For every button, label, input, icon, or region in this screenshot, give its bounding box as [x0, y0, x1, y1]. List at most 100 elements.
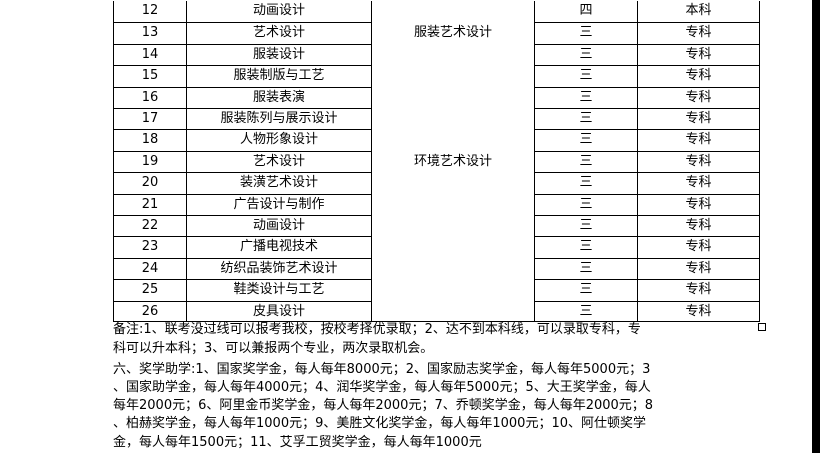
merged-cell-mask — [372, 43, 534, 46]
merged-cell-mask — [372, 171, 534, 174]
table-row: 20 装潢艺术设计 三 专科 — [114, 172, 759, 193]
merged-cell-mask — [372, 235, 534, 238]
education-level: 专科 — [685, 132, 712, 148]
major-name: 人物形象设计 — [239, 132, 318, 148]
row-number: 24 — [141, 260, 159, 276]
row-number: 15 — [141, 68, 159, 84]
major-name: 艺术设计 — [252, 25, 305, 41]
merged-cell-mask — [372, 128, 534, 131]
table-row: 21 广告设计与制作 三 专科 — [114, 193, 759, 215]
table-row: 12 动画设计 四 本科 — [114, 1, 759, 22]
row-number: 18 — [141, 132, 159, 148]
major-name: 皮具设计 — [252, 303, 305, 319]
major-name: 服装表演 — [252, 89, 305, 105]
education-level: 专科 — [685, 111, 712, 126]
majors-table: 12 动画设计四本科 13 艺术设计三专科 14 服装设计三专科 15 服装制版与工艺三专科 1… — [113, 1, 760, 322]
table-row: 17 服装陈列与展示设计 三 专科 — [114, 108, 759, 129]
merged-cell-mask — [372, 86, 534, 89]
table-row: 24 纺织品装饰艺术设计 三 专科 — [114, 257, 759, 279]
education-level: 专科 — [685, 153, 712, 169]
table-row: 16 服装表演 三 专科 — [114, 86, 759, 108]
study-years: 三 — [579, 175, 593, 191]
category-label: 环境艺术设计 — [413, 153, 492, 169]
table-row: 22 动画设计 三 专科 — [114, 215, 759, 236]
note-line: 备注:1、联考没过线可以报考我校，按校考择优录取；2、达不到本科线，可以录取专科… — [113, 322, 641, 337]
education-level: 专科 — [685, 303, 712, 319]
note-line: 科可以升本科；3、可以兼报两个专业，两次录取机会。 — [113, 341, 434, 356]
row-number: 14 — [141, 46, 159, 62]
major-name: 艺术设计 — [252, 153, 305, 169]
education-level: 专科 — [685, 218, 712, 233]
column-divider — [371, 1, 372, 321]
note-line: 、柏赫奖学金，每人每年1000元；9、美胜文化奖学金，每人每年1000元；10、… — [113, 416, 646, 431]
table-row: 25 鞋类设计与工艺 三 专科 — [114, 279, 759, 300]
merged-cell-mask — [372, 193, 534, 196]
study-years: 三 — [579, 303, 593, 319]
education-level: 本科 — [685, 3, 712, 18]
row-number: 22 — [141, 218, 159, 233]
major-name: 服装设计 — [252, 46, 305, 62]
merged-cell-mask — [372, 300, 534, 303]
column-divider — [534, 1, 535, 321]
row-number: 21 — [141, 196, 159, 212]
education-level: 专科 — [685, 46, 712, 62]
study-years: 三 — [579, 89, 593, 105]
merged-cell-mask — [372, 107, 534, 110]
table-row: 18 人物形象设计 三 专科 — [114, 129, 759, 150]
merged-cell-mask — [372, 214, 534, 217]
study-years: 四 — [579, 3, 593, 18]
study-years: 三 — [579, 68, 593, 84]
education-level: 专科 — [685, 260, 712, 276]
row-number: 25 — [141, 282, 159, 298]
study-years: 三 — [579, 111, 593, 126]
education-level: 专科 — [685, 239, 712, 255]
study-years: 三 — [579, 46, 593, 62]
merged-cell-mask — [372, 257, 534, 260]
education-level: 专科 — [685, 175, 712, 191]
note-line: 金，每人每年1500元；11、艾孚工贸奖学金，每人每年1000元 — [113, 435, 482, 450]
row-number: 17 — [141, 111, 159, 126]
merged-cell-mask — [372, 21, 534, 24]
row-number: 26 — [141, 303, 159, 319]
table-row: 15 服装制版与工艺 三 专科 — [114, 65, 759, 86]
row-number: 16 — [141, 89, 159, 105]
major-name: 服装制版与工艺 — [233, 68, 325, 84]
note-line: 六、奖学助学:1、国家奖学金，每人每年8000元；2、国家励志奖学金，每人每年5… — [113, 362, 651, 377]
text-overflow-marker — [758, 323, 766, 331]
study-years: 三 — [579, 260, 593, 276]
merged-cell-mask — [372, 64, 534, 67]
education-level: 专科 — [685, 68, 712, 84]
major-name: 服装陈列与展示设计 — [220, 111, 338, 126]
study-years: 三 — [579, 25, 593, 41]
merged-cell-mask — [372, 278, 534, 281]
column-divider — [186, 1, 187, 321]
major-name: 鞋类设计与工艺 — [233, 282, 325, 298]
row-number: 19 — [141, 153, 159, 169]
study-years: 三 — [579, 196, 593, 212]
note-line: 每年2000元；6、阿里金币奖学金，每人每年2000元；7、乔顿奖学金，每人每年… — [113, 398, 654, 413]
table-row: 14 服装设计 三 专科 — [114, 43, 759, 65]
study-years: 三 — [579, 153, 593, 169]
education-level: 专科 — [685, 25, 712, 41]
education-level: 专科 — [685, 196, 712, 212]
study-years: 三 — [579, 282, 593, 298]
education-level: 专科 — [685, 282, 712, 298]
category-label: 服装艺术设计 — [413, 25, 492, 41]
row-number: 13 — [141, 25, 159, 41]
scrollbar[interactable] — [812, 0, 820, 453]
row-number: 23 — [141, 239, 159, 255]
study-years: 三 — [579, 239, 593, 255]
major-name: 广播电视技术 — [239, 239, 318, 255]
note-line: 、国家助学金，每人每年4000元；4、润华奖学金，每人每年5000元；5、大王奖… — [113, 380, 651, 395]
table-row: 26 皮具设计 三 专科 — [114, 300, 759, 322]
study-years: 三 — [579, 132, 593, 148]
major-name: 动画设计 — [252, 3, 305, 18]
row-number: 20 — [141, 175, 159, 191]
study-years: 三 — [579, 218, 593, 233]
major-name: 纺织品装饰艺术设计 — [220, 260, 338, 276]
row-number: 12 — [141, 3, 159, 18]
education-level: 专科 — [685, 89, 712, 105]
major-name: 动画设计 — [252, 218, 305, 233]
major-name: 装潢艺术设计 — [239, 175, 318, 191]
major-name: 广告设计与制作 — [233, 196, 325, 212]
